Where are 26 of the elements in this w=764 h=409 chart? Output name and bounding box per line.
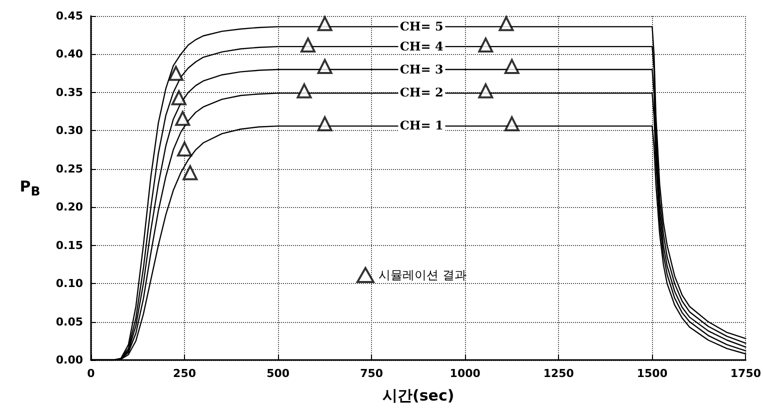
y-axis-title: P$_{B}$ (20, 178, 40, 198)
annotation: CH= 1 (398, 118, 446, 133)
annotation: CH= 3 (398, 62, 446, 76)
y-tick-label: 0.45 (56, 10, 83, 22)
y-tick-label: 0.00 (56, 354, 84, 366)
y-tick-label: 0.40 (56, 48, 84, 61)
x-tick-label: 750 (360, 367, 384, 380)
x-tick-label: 1250 (543, 367, 574, 380)
y-tick-label: 0.05 (56, 315, 83, 328)
annotation: CH= 5 (398, 19, 446, 34)
x-tick-label: 0 (87, 367, 96, 380)
y-tick-label: 0.25 (56, 162, 83, 176)
y-tick-label: 0.30 (56, 124, 84, 138)
annotation: CH= 2 (398, 86, 446, 100)
x-tick-label: 1000 (450, 367, 481, 380)
y-tick-label: 0.35 (56, 86, 83, 99)
y-tick-label: 0.15 (56, 238, 83, 252)
x-tick-label: 1500 (636, 367, 668, 380)
x-axis-title: 시간(sec) (382, 386, 454, 404)
y-tick-label: 0.20 (56, 200, 84, 214)
x-tick-label: 500 (266, 367, 290, 380)
x-tick-label: 250 (173, 367, 196, 380)
annotation: CH= 4 (398, 39, 446, 54)
x-tick-label: 1750 (730, 367, 762, 380)
y-tick-label: 0.10 (56, 277, 84, 290)
legend-label: 시뮬레이션 결과 (378, 268, 466, 282)
